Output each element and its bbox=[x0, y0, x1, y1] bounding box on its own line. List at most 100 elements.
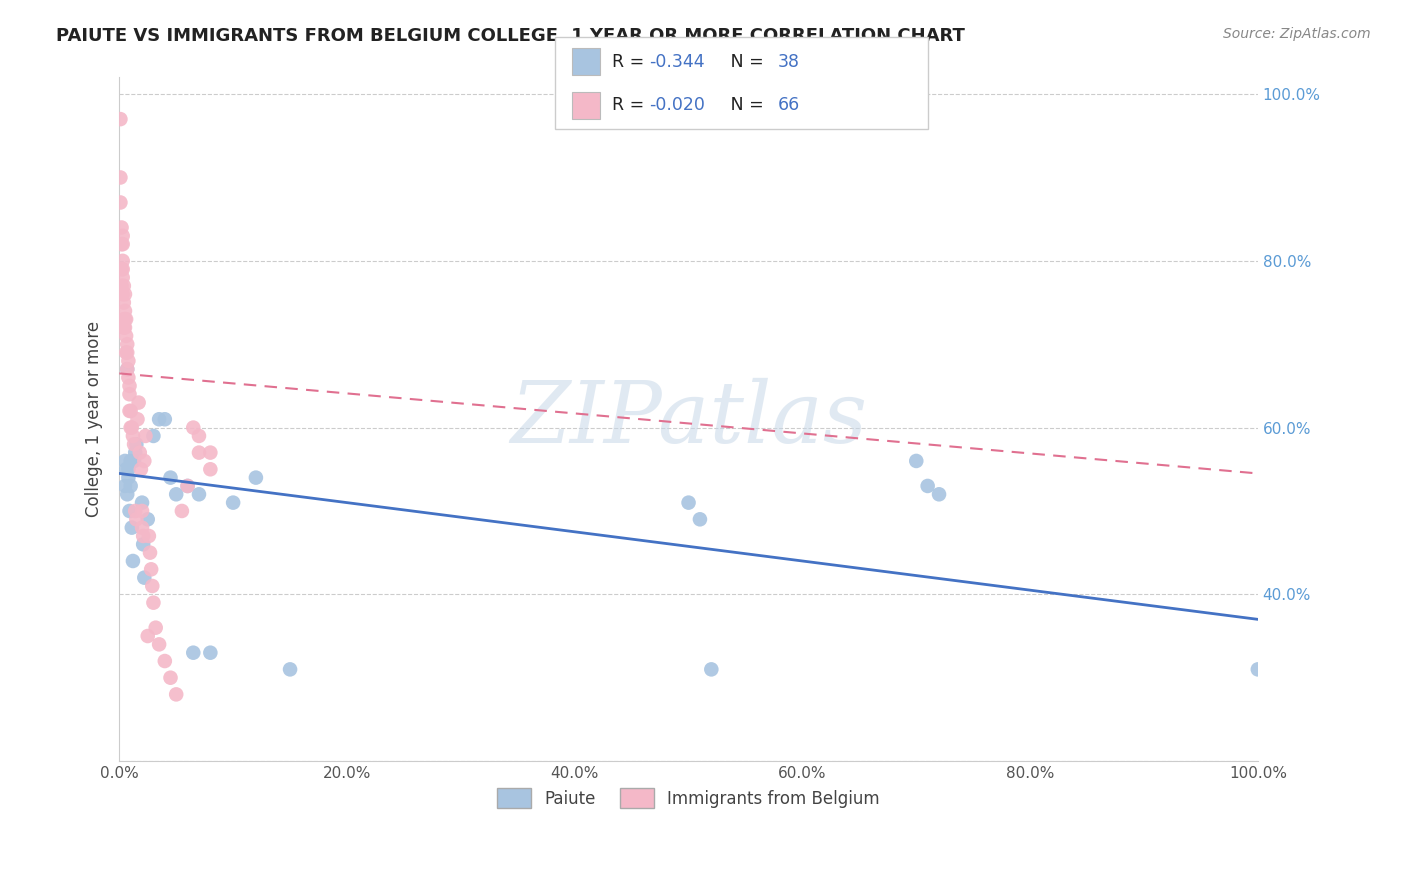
Text: 38: 38 bbox=[778, 53, 800, 70]
Point bbox=[181, 646, 204, 660]
Text: -0.344: -0.344 bbox=[650, 53, 706, 70]
Point bbox=[917, 479, 939, 493]
Point bbox=[110, 278, 132, 293]
Legend: Paiute, Immigrants from Belgium: Paiute, Immigrants from Belgium bbox=[491, 781, 886, 814]
Point bbox=[159, 470, 181, 484]
Point bbox=[136, 512, 159, 526]
Point bbox=[176, 479, 198, 493]
Point bbox=[115, 362, 138, 376]
Point bbox=[678, 495, 700, 509]
Point bbox=[110, 112, 132, 127]
Point bbox=[115, 329, 138, 343]
Point bbox=[200, 445, 222, 459]
Point bbox=[124, 445, 146, 459]
Point bbox=[122, 554, 145, 568]
Point bbox=[176, 479, 198, 493]
Point bbox=[115, 487, 138, 501]
Point bbox=[111, 270, 134, 285]
Point bbox=[120, 420, 142, 434]
Point bbox=[118, 379, 141, 393]
Point bbox=[114, 454, 136, 468]
Point bbox=[117, 462, 139, 476]
Point bbox=[115, 362, 138, 376]
Point bbox=[170, 504, 193, 518]
Point bbox=[112, 295, 135, 310]
Point bbox=[114, 479, 136, 493]
Point bbox=[134, 454, 156, 468]
Point bbox=[117, 470, 139, 484]
Point bbox=[132, 537, 155, 551]
Point bbox=[188, 487, 211, 501]
Text: 66: 66 bbox=[778, 96, 800, 114]
Point bbox=[112, 320, 135, 334]
Point bbox=[128, 445, 150, 459]
Point bbox=[117, 370, 139, 384]
Text: N =: N = bbox=[714, 96, 769, 114]
Point bbox=[110, 220, 132, 235]
Text: PAIUTE VS IMMIGRANTS FROM BELGIUM COLLEGE, 1 YEAR OR MORE CORRELATION CHART: PAIUTE VS IMMIGRANTS FROM BELGIUM COLLEG… bbox=[56, 27, 965, 45]
Point bbox=[118, 404, 141, 418]
Point bbox=[125, 512, 148, 526]
Point bbox=[134, 571, 156, 585]
Point bbox=[122, 437, 145, 451]
Text: R =: R = bbox=[612, 53, 650, 70]
Point bbox=[138, 529, 160, 543]
Point bbox=[117, 354, 139, 368]
Point bbox=[188, 445, 211, 459]
Point bbox=[153, 654, 176, 668]
Point bbox=[110, 170, 132, 185]
Point bbox=[200, 462, 222, 476]
Point bbox=[114, 287, 136, 301]
Text: -0.020: -0.020 bbox=[650, 96, 706, 114]
Point bbox=[110, 195, 132, 210]
Text: N =: N = bbox=[714, 53, 769, 70]
Point bbox=[131, 504, 153, 518]
Point bbox=[121, 420, 143, 434]
Point bbox=[134, 429, 156, 443]
Point bbox=[111, 262, 134, 277]
Point bbox=[120, 454, 142, 468]
Point bbox=[115, 345, 138, 359]
Point bbox=[139, 546, 162, 560]
Point bbox=[700, 662, 723, 676]
Point bbox=[142, 596, 165, 610]
Point bbox=[128, 395, 150, 409]
Point bbox=[125, 437, 148, 451]
Point bbox=[181, 420, 204, 434]
Point bbox=[131, 521, 153, 535]
Point bbox=[141, 562, 163, 576]
Point bbox=[278, 662, 301, 676]
Point bbox=[111, 228, 134, 243]
Point bbox=[142, 429, 165, 443]
Point bbox=[222, 495, 245, 509]
Point bbox=[131, 495, 153, 509]
Point bbox=[689, 512, 711, 526]
Point bbox=[118, 387, 141, 401]
Point bbox=[111, 287, 134, 301]
Point bbox=[245, 470, 267, 484]
Text: ZIPatlas: ZIPatlas bbox=[510, 378, 868, 460]
Point bbox=[141, 579, 163, 593]
Point bbox=[153, 412, 176, 426]
Point bbox=[115, 312, 138, 326]
Point bbox=[165, 687, 187, 701]
Point bbox=[112, 278, 135, 293]
Point bbox=[114, 320, 136, 334]
Point bbox=[115, 337, 138, 351]
Point bbox=[114, 312, 136, 326]
Point bbox=[132, 529, 155, 543]
Point bbox=[110, 262, 132, 277]
Point bbox=[124, 504, 146, 518]
Point bbox=[114, 304, 136, 318]
Point bbox=[120, 479, 142, 493]
Point bbox=[928, 487, 950, 501]
Point bbox=[122, 454, 145, 468]
Point bbox=[115, 345, 138, 359]
Point bbox=[148, 637, 170, 651]
Point bbox=[165, 487, 187, 501]
Point bbox=[159, 671, 181, 685]
Point bbox=[120, 404, 142, 418]
Text: Source: ZipAtlas.com: Source: ZipAtlas.com bbox=[1223, 27, 1371, 41]
Point bbox=[148, 412, 170, 426]
Point bbox=[200, 646, 222, 660]
